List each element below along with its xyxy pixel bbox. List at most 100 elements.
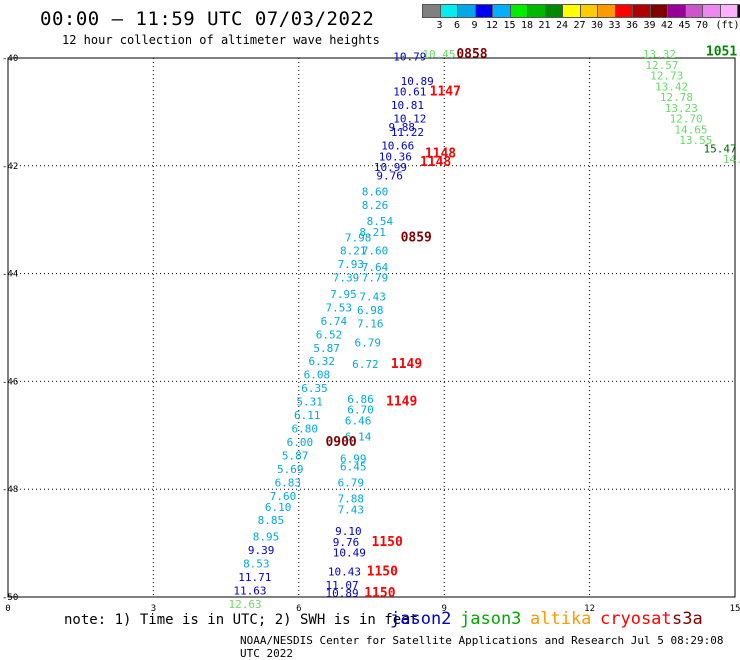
- color-key-label: 3: [436, 20, 443, 31]
- swh-reading: 12.78: [660, 91, 693, 104]
- swh-reading: 7.93: [338, 258, 365, 271]
- swh-reading: 10.61: [393, 86, 426, 99]
- swh-reading: 10.12: [393, 113, 426, 126]
- swh-reading: 13.55: [679, 134, 712, 147]
- swh-reading: 6.08: [304, 369, 331, 382]
- x-tick-label: 3: [151, 604, 156, 614]
- swh-reading: 8.85: [258, 514, 285, 527]
- swh-reading: 8.21: [359, 226, 386, 239]
- swh-reading: 12.73: [650, 70, 683, 83]
- swh-reading: 7.16: [357, 318, 384, 331]
- swh-reading: 7.39: [333, 272, 360, 285]
- swh-reading: 6.00: [287, 436, 314, 449]
- swh-reading: 6.32: [308, 355, 335, 368]
- satellite-legend-jason3: jason3: [460, 609, 522, 629]
- swh-reading: 11.22: [391, 126, 424, 139]
- y-tick-label: -46: [2, 377, 18, 387]
- swh-reading: 14.65: [674, 123, 707, 136]
- map-frame: [7, 57, 736, 598]
- pass-time-label: 1051: [706, 44, 737, 59]
- swh-reading: 7.95: [330, 288, 357, 301]
- swh-reading: 6.79: [355, 336, 382, 349]
- swh-reading: 11.07: [325, 579, 358, 592]
- swh-reading: 6.80: [292, 423, 319, 436]
- page-subtitle: 12 hour collection of altimeter wave hei…: [62, 33, 380, 47]
- swh-reading: 10.45: [422, 48, 455, 61]
- swh-reading: 15.47: [703, 142, 736, 155]
- color-key-label: 33: [608, 20, 621, 31]
- swh-reading: 6.45: [340, 460, 367, 473]
- swh-reading: 8.53: [243, 557, 270, 570]
- units-note: note: 1) Time is in UTC; 2) SWH is in fe…: [64, 612, 419, 628]
- swh-reading: 7.88: [338, 493, 365, 506]
- satellite-legend-cryosat: cryosat: [600, 609, 672, 629]
- swh-reading: 7.79: [362, 272, 389, 285]
- swh-reading: 10.79: [393, 51, 426, 64]
- swh-reading: 5.87: [313, 342, 340, 355]
- swh-reading: 14.4: [723, 153, 740, 166]
- x-tick-label: 12: [584, 604, 595, 614]
- swh-reading: 6.99: [340, 452, 367, 465]
- swh-reading: 13.42: [655, 80, 688, 93]
- pass-time-label: 1149: [386, 395, 417, 410]
- pass-time-label: 1150: [364, 586, 395, 601]
- swh-reading: 7.53: [325, 301, 352, 314]
- swh-reading: 6.98: [357, 304, 384, 317]
- swh-reading: 6.83: [275, 477, 302, 490]
- color-key-label: 39: [643, 20, 656, 31]
- swh-reading: 9.88: [388, 121, 415, 134]
- swh-reading: 10.89: [401, 75, 434, 88]
- credit-line: NOAA/NESDIS Center for Satellite Applica…: [240, 634, 724, 660]
- color-key-label: 30: [590, 20, 604, 31]
- swh-reading: 7.98: [345, 231, 372, 244]
- swh-reading: 7.64: [362, 261, 389, 274]
- swh-reading: 6.86: [347, 393, 374, 406]
- swh-reading: 7.43: [359, 291, 386, 304]
- swh-reading: 6.74: [321, 315, 348, 328]
- swh-reading: 6.46: [345, 415, 372, 428]
- swh-reading: 6.14: [345, 431, 372, 444]
- swh-reading: 6.11: [294, 409, 321, 422]
- color-key-label: 27: [573, 20, 586, 31]
- pass-time-label: 1148: [420, 155, 451, 170]
- x-tick-label: 6: [296, 604, 301, 614]
- y-tick-label: -48: [2, 485, 18, 495]
- y-tick-label: -50: [2, 593, 18, 603]
- swh-reading: 8.95: [253, 530, 279, 543]
- swh-reading: 8.60: [362, 185, 389, 198]
- y-tick-label: -42: [2, 162, 18, 172]
- swh-reading: 10.99: [374, 161, 407, 174]
- swh-reading: 9.76: [333, 536, 360, 549]
- swh-reading: 13.32: [643, 48, 676, 61]
- satellite-legend-jason2: jason2: [390, 609, 452, 629]
- pass-time-label: 0858: [456, 47, 487, 62]
- satellite-legend-s3a: s3a: [672, 609, 703, 629]
- y-tick-label: -44: [2, 270, 18, 280]
- pass-time-label: 1148: [425, 147, 456, 162]
- swh-reading: 6.70: [347, 404, 374, 417]
- swh-reading: 10.66: [381, 140, 414, 153]
- swh-reading: 9.76: [376, 169, 403, 182]
- swh-reading: 5.31: [296, 396, 323, 409]
- swh-reading: 6.79: [338, 477, 365, 490]
- color-key-label: 42: [660, 20, 674, 31]
- pass-time-label: 1147: [430, 85, 461, 100]
- color-key-label: 70: [695, 20, 709, 31]
- swh-reading: 6.35: [301, 382, 328, 395]
- color-key-label: 6: [453, 20, 461, 31]
- pass-time-label: 1150: [372, 535, 403, 550]
- pass-time-label: 1149: [391, 357, 422, 372]
- swh-reading: 10.49: [333, 547, 366, 560]
- color-key-label: 36: [625, 20, 639, 31]
- pass-time-label: 1150: [367, 564, 398, 579]
- satellite-legend-altika: altika: [530, 609, 592, 629]
- swh-reading: 5.69: [277, 463, 304, 476]
- swh-reading: 8.54: [367, 215, 394, 228]
- color-key-label: 18: [520, 20, 534, 31]
- color-key-swatch: [737, 4, 740, 18]
- swh-reading: 9.39: [248, 544, 275, 557]
- color-key-label: 21: [538, 20, 551, 31]
- swh-reading: 12.57: [645, 59, 678, 72]
